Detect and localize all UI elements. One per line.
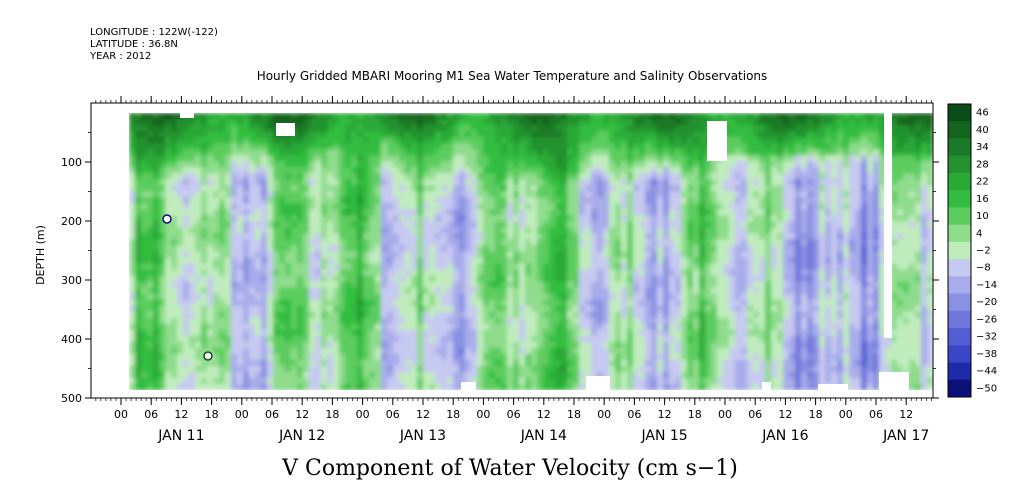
- x-tick-label: 06: [748, 408, 762, 421]
- x-tick-label: 12: [899, 408, 913, 421]
- colorbar-label: −26: [976, 314, 997, 325]
- x-tick-label: 18: [205, 408, 219, 421]
- colorbar-swatch: [948, 328, 971, 346]
- x-tick-label: 06: [386, 408, 400, 421]
- colorbar-swatch: [948, 104, 971, 122]
- x-tick-label: 18: [567, 408, 581, 421]
- x-day-label: JAN 15: [640, 428, 687, 444]
- x-tick-label: 00: [718, 408, 732, 421]
- longitude-label: LONGITUDE : 122W(-122): [90, 27, 218, 38]
- colorbar-swatch: [948, 379, 971, 398]
- colorbar-swatch: [948, 172, 971, 191]
- gap-patch: [180, 113, 194, 118]
- colorbar-label: 16: [976, 194, 989, 205]
- colorbar-label: 4: [976, 228, 982, 239]
- x-tick-label: 06: [507, 408, 521, 421]
- variable-label: V Component of Water Velocity (cm s−1): [281, 456, 738, 481]
- colorbar-label: 40: [976, 125, 989, 136]
- x-tick-label: 12: [778, 408, 792, 421]
- colorbar-swatch: [948, 276, 971, 295]
- x-tick-label: 06: [144, 408, 158, 421]
- colorbar-label: −32: [976, 332, 997, 343]
- x-day-label: JAN 12: [278, 428, 325, 444]
- x-day-label: JAN 16: [761, 428, 808, 444]
- x-tick-label: 18: [809, 408, 823, 421]
- x-tick-label: 00: [839, 408, 853, 421]
- colorbar-label: −50: [976, 383, 997, 394]
- gap-patch: [162, 214, 172, 224]
- x-day-label: JAN 17: [882, 428, 929, 444]
- x-tick-label: 12: [174, 408, 188, 421]
- x-tick-label: 00: [597, 408, 611, 421]
- colorbar-label: −38: [976, 349, 997, 360]
- x-tick-label: 00: [114, 408, 128, 421]
- gap-patch: [586, 376, 610, 390]
- x-day-label: JAN 14: [520, 428, 567, 444]
- x-tick-label: 06: [869, 408, 883, 421]
- colorbar-swatch: [948, 121, 971, 139]
- colorbar-swatch: [948, 207, 971, 226]
- x-tick-label: 12: [416, 408, 430, 421]
- gap-patch: [203, 351, 213, 361]
- colorbar-label: −44: [976, 366, 997, 377]
- latitude-label: LATITUDE : 36.8N: [90, 39, 178, 50]
- x-tick-label: 06: [627, 408, 641, 421]
- colorbar-swatch: [948, 310, 971, 329]
- x-tick-label: 12: [295, 408, 309, 421]
- colorbar-swatch: [948, 190, 971, 208]
- x-tick-label: 18: [688, 408, 702, 421]
- data-gaps: [129, 113, 933, 394]
- colorbar-label: 34: [976, 142, 989, 153]
- colorbar-swatch: [948, 224, 971, 243]
- y-axis-ticks: 100 200 300 400 500: [61, 132, 939, 405]
- x-day-label: JAN 13: [399, 428, 446, 444]
- colorbar-label: −2: [976, 246, 991, 257]
- x-tick-label: 00: [235, 408, 249, 421]
- colorbar-label: 10: [976, 211, 989, 222]
- x-tick-label: 00: [476, 408, 490, 421]
- colorbar-swatch: [948, 362, 971, 381]
- y-tick-label: 500: [61, 392, 82, 405]
- gap-patch: [818, 384, 848, 390]
- plot-area: 100 200 300 400 500: [61, 96, 939, 405]
- colorbar-label: 46: [976, 108, 989, 119]
- gap-patch: [884, 113, 892, 338]
- colorbar-swatch: [948, 259, 971, 277]
- y-tick-label: 400: [61, 333, 82, 346]
- y-tick-label: 300: [61, 274, 82, 287]
- colorbar-label: −20: [976, 297, 997, 308]
- colorbar-label: 28: [976, 159, 989, 170]
- gap-patch: [762, 382, 771, 390]
- x-tick-label: 06: [265, 408, 279, 421]
- x-axis-labels: 00 06 12 18 00 06 12 18 00 06 12 18 00 06 12 18 00 06 12 18…: [114, 408, 929, 444]
- x-tick-label: 18: [325, 408, 339, 421]
- gap-patch: [461, 382, 476, 390]
- x-axis-ticks: [95, 96, 932, 405]
- x-tick-label: 12: [537, 408, 551, 421]
- x-tick-label: 00: [356, 408, 370, 421]
- colorbar: 46 40 34 28 22 16 10 4 −2 −8 −14 −20 −26 −32 −38 −44 −50: [947, 103, 997, 398]
- colorbar-swatch: [948, 293, 971, 312]
- x-tick-label: 12: [658, 408, 672, 421]
- chart-title: Hourly Gridded MBARI Mooring M1 Sea Wate…: [257, 69, 768, 83]
- colorbar-label: −8: [976, 263, 991, 274]
- colorbar-label: 22: [976, 177, 989, 188]
- x-tick-label: 18: [446, 408, 460, 421]
- colorbar-label: −14: [976, 280, 997, 291]
- y-tick-label: 200: [61, 215, 82, 228]
- colorbar-swatch: [948, 155, 971, 174]
- colorbar-swatch: [948, 241, 971, 260]
- colorbar-swatch: [948, 138, 971, 157]
- year-label: YEAR : 2012: [89, 51, 151, 62]
- gap-patch: [879, 372, 909, 390]
- gap-patch: [276, 123, 295, 136]
- y-tick-label: 100: [61, 156, 82, 169]
- heatmap-field: [129, 113, 933, 390]
- x-day-label: JAN 11: [157, 428, 204, 444]
- colorbar-swatch: [948, 345, 971, 364]
- y-axis-label: DEPTH (m): [34, 225, 47, 285]
- gap-patch: [707, 121, 727, 161]
